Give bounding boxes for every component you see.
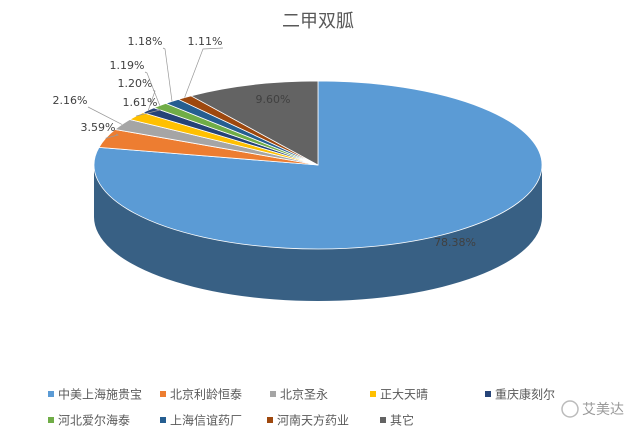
leader-line — [184, 47, 224, 98]
pie-sides — [94, 165, 542, 301]
slice-side — [94, 165, 542, 301]
leader-line — [105, 133, 119, 139]
legend-swatch — [270, 391, 276, 397]
legend-label: 河北爱尔海泰 — [58, 413, 130, 428]
value-label: 2.16% — [53, 94, 88, 107]
legend-item: 正大天晴 — [370, 388, 428, 402]
legend-swatch — [485, 391, 491, 397]
legend-swatch — [48, 391, 54, 397]
legend-item: 中美上海施贵宝 — [48, 387, 142, 402]
value-label: 1.61% — [123, 96, 158, 109]
legend-label: 中美上海施贵宝 — [58, 387, 142, 402]
watermark-text: 艾美达 — [582, 402, 624, 418]
value-label: 3.59% — [81, 121, 116, 134]
legend-label: 重庆康刻尔 — [495, 387, 555, 402]
pie-top — [93, 80, 543, 250]
legend-swatch — [160, 391, 166, 397]
value-label: 9.60% — [256, 93, 291, 106]
legend-swatch — [267, 417, 273, 423]
legend-item: 北京圣永 — [270, 388, 328, 402]
legend-swatch — [160, 417, 166, 423]
legend-swatch — [380, 417, 386, 423]
legend-swatch — [48, 417, 54, 423]
legend-label: 北京利龄恒泰 — [170, 388, 242, 402]
legend-item: 上海信谊药厂 — [160, 413, 242, 428]
slice — [189, 80, 319, 166]
leader-line — [136, 108, 162, 117]
legend-item: 河南天方药业 — [267, 413, 349, 428]
legend-item: 重庆康刻尔 — [485, 387, 555, 402]
slice — [93, 80, 543, 250]
value-label: 78.38% — [434, 236, 476, 249]
leader-line — [144, 71, 161, 106]
legend-label: 河南天方药业 — [277, 413, 349, 428]
value-label: 1.11% — [188, 35, 223, 48]
legend-label: 其它 — [390, 413, 414, 428]
legend-item: 北京利龄恒泰 — [160, 388, 242, 402]
legend-item: 河北爱尔海泰 — [48, 413, 130, 428]
leader-line — [162, 47, 173, 102]
legend-label: 上海信谊药厂 — [170, 413, 242, 428]
watermark: 艾美达 — [561, 400, 624, 418]
legend-item: 其它 — [380, 413, 414, 428]
legend-label: 正大天晴 — [380, 388, 428, 402]
value-label: 1.18% — [128, 35, 163, 48]
watermark-icon — [561, 400, 579, 418]
value-label: 1.19% — [110, 59, 145, 72]
legend-label: 北京圣永 — [280, 388, 328, 402]
legend-swatch — [370, 391, 376, 397]
value-label: 1.20% — [118, 77, 153, 90]
leader-line — [87, 106, 123, 125]
chart-title: 二甲双胍 — [282, 11, 354, 32]
